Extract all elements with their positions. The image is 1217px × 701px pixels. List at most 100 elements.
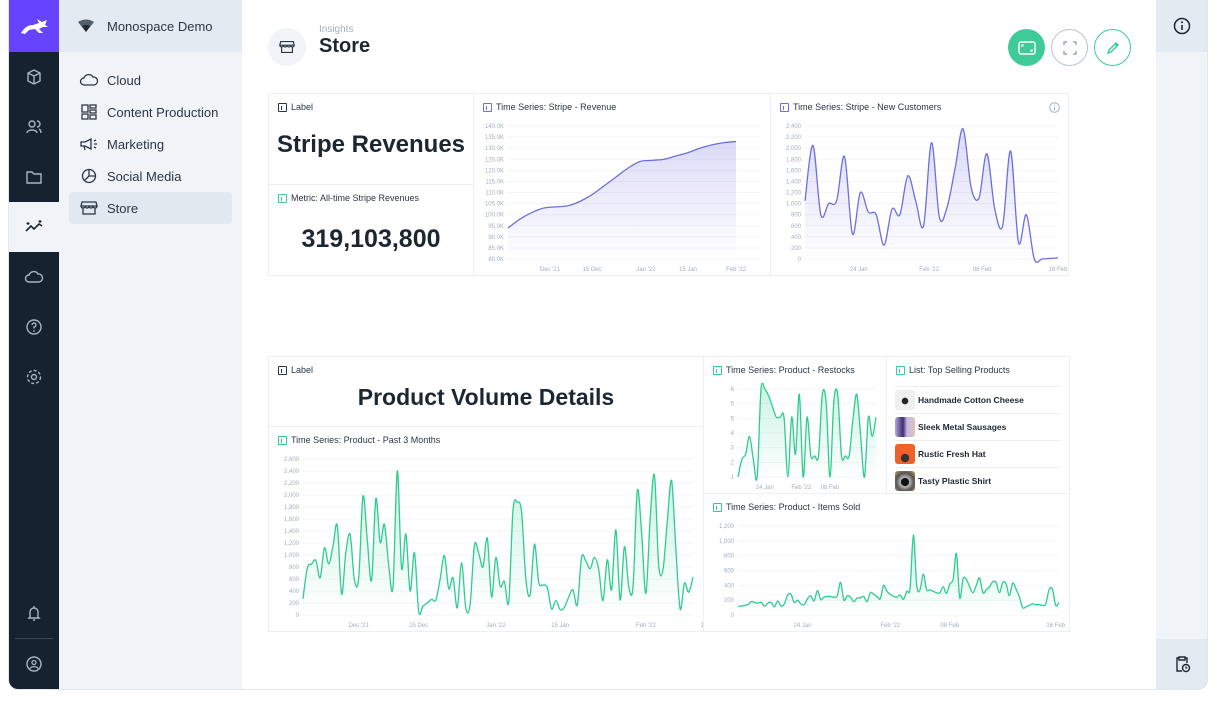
chart-icon [713, 365, 722, 375]
y-tick-label: 1,400 [786, 179, 802, 185]
list-item[interactable]: Rustic Fresh Hat [895, 440, 1061, 467]
x-tick-label: 24 Jan [756, 485, 774, 491]
sidebar-item-label: Social Media [107, 168, 182, 184]
x-tick-label: 08 Feb [973, 267, 992, 273]
sidebar-item-content-production[interactable]: Content Production [69, 96, 232, 128]
list-card-top-products[interactable]: List: Top Selling Products Handmade Cott… [886, 356, 1070, 494]
rail-item-settings[interactable] [9, 352, 59, 402]
list-item[interactable]: Handmade Cotton Cheese [895, 386, 1061, 413]
store-icon [80, 201, 98, 215]
chart-card-revenue[interactable]: Time Series: Stripe - Revenue 80.0K 85.0K 9… [473, 93, 771, 276]
y-tick-label: 1,200 [786, 191, 802, 197]
edit-button[interactable] [1094, 29, 1131, 66]
x-tick-label: 16 Feb [1049, 267, 1068, 273]
divider [15, 638, 53, 639]
card-title: Time Series: Stripe - Revenue [496, 102, 617, 112]
sidebar-item-marketing[interactable]: Marketing [69, 128, 232, 160]
label-text: Stripe Revenues [276, 131, 466, 158]
workspace-icon [78, 19, 94, 32]
sidebar-item-social-media[interactable]: Social Media [69, 160, 232, 192]
workspace-header[interactable]: Monospace Demo [59, 0, 242, 52]
chart-icon [278, 193, 287, 203]
notifications-button[interactable] [9, 588, 59, 638]
insights-icon [25, 220, 43, 232]
series-line [302, 470, 694, 616]
list-item[interactable]: Sleek Metal Sausages [895, 413, 1061, 440]
series-line [507, 140, 737, 229]
y-tick-label: 125.0K [485, 157, 504, 163]
label-card-product[interactable]: Label Product Volume Details [268, 356, 704, 427]
y-tick-label: 2 [731, 460, 735, 466]
x-tick-label: 24 Jan [794, 623, 812, 629]
pencil-icon [1106, 41, 1119, 54]
y-tick-label: 1,600 [786, 168, 802, 174]
y-tick-label: 90.0K [488, 235, 504, 241]
y-tick-label: 400 [724, 583, 735, 589]
info-icon[interactable] [1049, 102, 1060, 113]
series-line [737, 534, 1060, 609]
fit-to-screen-button[interactable] [1008, 29, 1045, 66]
x-tick-label: 15 Jan [679, 267, 697, 273]
rail-item-help[interactable] [9, 302, 59, 352]
cloud-icon [24, 270, 44, 283]
y-tick-label: 400 [791, 235, 802, 241]
x-tick-label: Feb '22 [919, 267, 939, 273]
y-tick-label: 1,200 [719, 524, 735, 530]
fullscreen-button[interactable] [1051, 29, 1088, 66]
x-tick-label: Feb '22 [726, 267, 746, 273]
rail-item-cloud[interactable] [9, 252, 59, 302]
series-area [303, 470, 693, 615]
series-line [737, 383, 877, 481]
restocks-chart: 1 2 3 4 5 5 6 24 Jan Feb '22 08 Feb [731, 383, 877, 491]
sidebar-item-cloud[interactable]: Cloud [69, 64, 232, 96]
chart-card-items-sold[interactable]: Time Series: Product - Items Sold 0 200 400… [703, 493, 1070, 632]
logo[interactable] [9, 0, 59, 52]
series-line [804, 128, 1059, 263]
list-item[interactable]: Tasty Plastic Shirt [895, 467, 1061, 494]
card-title: Label [291, 365, 314, 375]
help-icon [26, 319, 42, 335]
breadcrumb[interactable]: Insights [319, 24, 354, 35]
sidebar-item-store[interactable]: Store [69, 192, 232, 224]
metric-card[interactable]: Metric: All-time Stripe Revenues 319,103… [268, 184, 474, 276]
chart-card-customers[interactable]: Time Series: Stripe - New Customers 0 200 4… [770, 93, 1069, 276]
y-tick-label: 1,800 [284, 505, 300, 511]
label-card-stripe[interactable]: Label Stripe Revenues [268, 93, 474, 185]
y-tick-label: 600 [791, 224, 802, 230]
chart-card-past-3-months[interactable]: Time Series: Product - Past 3 Months 0 200… [268, 426, 704, 632]
sidebar-item-label: Content Production [107, 104, 219, 120]
fullscreen-icon [1062, 40, 1077, 55]
x-tick-label: 15 Jan [551, 623, 569, 629]
sidebar-item-label: Marketing [107, 136, 165, 152]
rail-item-users[interactable] [9, 102, 59, 152]
info-icon [1173, 17, 1190, 35]
y-tick-label: 3 [731, 446, 735, 452]
revisions-button[interactable] [1156, 639, 1207, 689]
y-tick-label: 120.0K [485, 168, 504, 174]
card-title: Label [291, 102, 314, 112]
y-tick-label: 200 [791, 246, 802, 252]
y-tick-label: 1 [731, 475, 735, 481]
page-title: Store [319, 35, 371, 57]
rail-item-content[interactable] [9, 52, 59, 102]
x-tick-label: 15 Dec [582, 267, 601, 273]
nav-rail [9, 0, 59, 689]
x-tick-label: Jan '22 [636, 267, 656, 273]
chart-icon [278, 435, 287, 445]
main-content: Insights Store Label Stripe Revenues Met… [242, 0, 1158, 689]
y-tick-label: 800 [289, 565, 300, 571]
y-tick-label: 600 [724, 569, 735, 575]
info-button[interactable] [1156, 0, 1207, 52]
chart-card-restocks[interactable]: Time Series: Product - Restocks 1 2 3 4 5 5 6 24… [703, 356, 887, 494]
right-rail [1156, 0, 1207, 689]
user-avatar-icon [26, 656, 42, 672]
rail-item-insights[interactable] [9, 202, 59, 252]
product-name: Rustic Fresh Hat [918, 449, 986, 459]
user-menu-button[interactable] [9, 639, 59, 689]
x-tick-label: Dec '21 [540, 267, 561, 273]
chart-icon [780, 102, 789, 112]
product-name: Handmade Cotton Cheese [918, 395, 1024, 405]
rail-item-files[interactable] [9, 152, 59, 202]
y-tick-label: 2,000 [786, 146, 802, 152]
y-tick-label: 2,400 [786, 124, 802, 130]
